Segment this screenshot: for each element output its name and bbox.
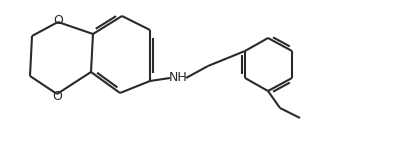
Text: O: O	[52, 90, 62, 102]
Text: O: O	[53, 14, 63, 27]
Text: NH: NH	[168, 71, 187, 85]
